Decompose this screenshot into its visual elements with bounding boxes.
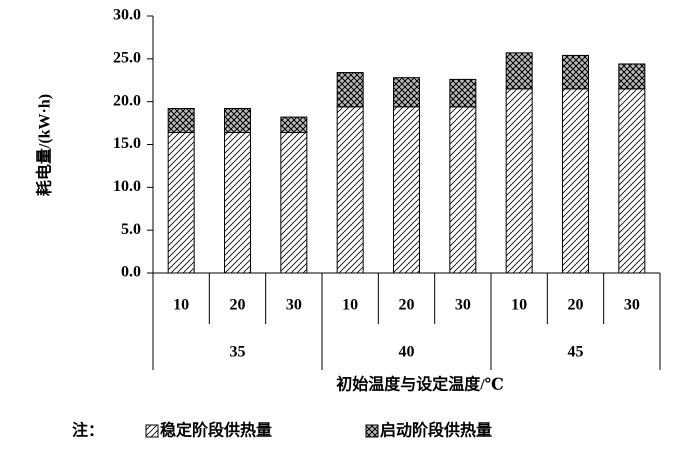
legend-label: 启动阶段供热量: [380, 421, 492, 440]
bar-segment: [505, 88, 533, 274]
group-label: 35: [230, 344, 246, 361]
bar-segment: [280, 132, 308, 274]
x-tick-label: 30: [624, 297, 640, 314]
bar-segment: [280, 116, 308, 134]
y-tick-label: 20.0: [113, 92, 141, 109]
bar-segment: [336, 106, 364, 274]
x-tick-label: 20: [230, 297, 246, 314]
bar-segment: [167, 108, 195, 134]
y-tick-label: 30.0: [113, 7, 141, 24]
y-tick-label: 5.0: [121, 221, 141, 238]
y-tick-label: 10.0: [113, 178, 141, 195]
bar-segment: [618, 88, 646, 274]
bar-segment: [449, 78, 477, 108]
legend-note: 注：: [72, 421, 104, 440]
bar-segment: [224, 132, 251, 274]
bar-segment: [562, 54, 589, 90]
bar-segment: [505, 52, 533, 90]
bar-segment: [393, 106, 420, 274]
legend-swatch: [145, 424, 159, 438]
x-tick-label: 30: [286, 297, 302, 314]
x-tick-label: 10: [511, 297, 527, 314]
bar-segment: [449, 106, 477, 274]
x-tick-label: 10: [342, 297, 358, 314]
x-tick-label: 10: [173, 297, 189, 314]
bar-segment: [336, 72, 364, 108]
bar-segment: [393, 77, 420, 108]
x-tick-label: 20: [568, 297, 584, 314]
x-tick-label: 20: [399, 297, 415, 314]
bar-segment: [224, 108, 251, 134]
x-axis-title: 初始温度与设定温度/℃: [336, 375, 504, 394]
group-label: 40: [399, 344, 415, 361]
y-axis-title: 耗电量/(kW·h): [35, 94, 54, 196]
bar-segment: [618, 63, 646, 90]
x-tick-label: 30: [455, 297, 471, 314]
legend-swatch: [365, 424, 379, 438]
legend-label: 稳定阶段供热量: [160, 421, 272, 440]
group-label: 45: [568, 344, 584, 361]
y-tick-label: 15.0: [113, 135, 141, 152]
bar-segment: [167, 132, 195, 274]
y-tick-label: 25.0: [113, 50, 141, 67]
bar-segment: [562, 88, 589, 274]
y-tick-label: 0.0: [121, 264, 141, 281]
